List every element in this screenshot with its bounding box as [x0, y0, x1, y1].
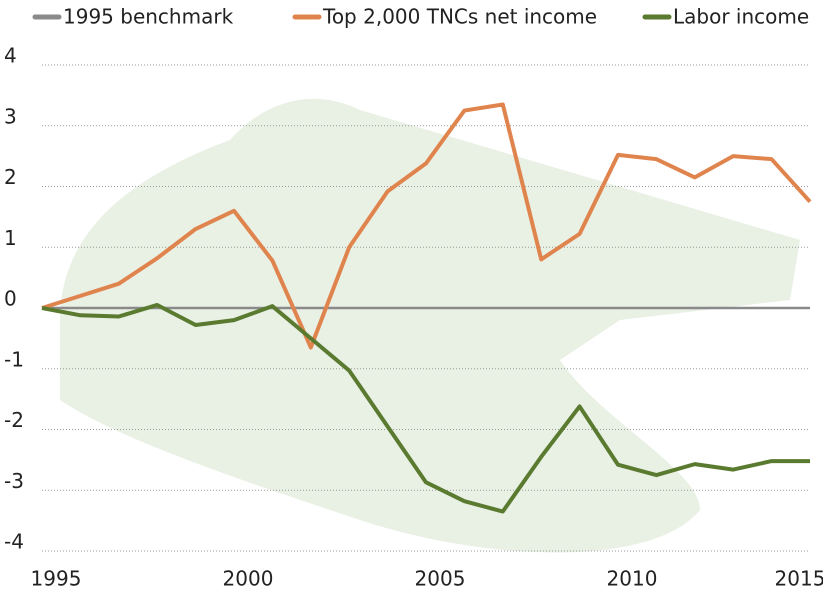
x-tick-label: 2000	[223, 567, 274, 591]
y-tick-label: -1	[4, 347, 24, 371]
y-tick-label: 1	[4, 226, 17, 250]
y-tick-label: 2	[4, 165, 17, 189]
y-tick-label: 0	[4, 287, 17, 311]
x-tick-label: 2010	[607, 567, 658, 591]
y-tick-label: 3	[4, 104, 17, 128]
y-tick-label: 4	[4, 44, 17, 68]
legend-label: Top 2,000 TNCs net income	[322, 5, 597, 29]
legend-label: Labor income	[673, 5, 809, 29]
y-tick-label: -4	[4, 530, 24, 554]
legend-label: 1995 benchmark	[63, 5, 234, 29]
x-tick-label: 2015	[775, 567, 823, 591]
x-tick-label: 2005	[415, 567, 466, 591]
y-tick-label: -3	[4, 469, 24, 493]
x-tick-label: 1995	[31, 567, 82, 591]
chart: -4 -3 -2 -1 0 1 2 3 4 1995 2000 2005 2010 2015 1995 be…	[0, 0, 823, 596]
y-tick-label: -2	[4, 408, 24, 432]
